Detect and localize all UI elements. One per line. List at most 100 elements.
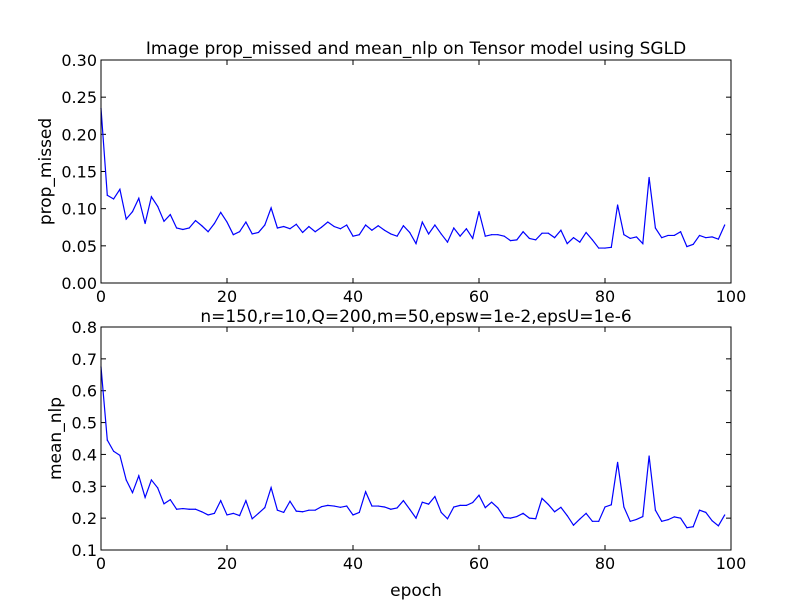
prop-missed-y-tick-label: 0.10 xyxy=(61,200,97,219)
prop-missed-data-point xyxy=(289,228,291,230)
mean-nlp-data-point xyxy=(692,526,694,528)
prop-missed-data-point xyxy=(572,237,575,239)
mean-nlp-data-point xyxy=(635,518,638,521)
mean-nlp-data-point xyxy=(257,512,260,514)
mean-nlp-data-point xyxy=(302,511,304,513)
prop-missed-data-point xyxy=(509,240,512,242)
mean-nlp-series-line xyxy=(100,366,726,529)
prop-missed-data-point xyxy=(554,237,556,239)
mean-nlp-data-point xyxy=(547,503,549,506)
mean-nlp-data-point xyxy=(314,509,316,511)
prop-missed-data-point xyxy=(327,221,329,223)
mean-nlp-data-point xyxy=(528,517,531,519)
prop-missed-data-point xyxy=(239,231,241,233)
prop-missed-data-point xyxy=(207,231,209,233)
mean-nlp-title: n=150,r=10,Q=200,m=50,epsw=1e-2,epsU=1e-… xyxy=(200,307,631,327)
mean-nlp-data-point xyxy=(453,506,455,508)
mean-nlp-data-point xyxy=(491,501,493,503)
mean-nlp-data-point xyxy=(131,492,134,494)
prop-missed-y-tick-label: 0.25 xyxy=(61,88,97,107)
mean-nlp-data-point xyxy=(648,455,650,457)
prop-missed-data-point xyxy=(598,247,600,249)
mean-nlp-data-point xyxy=(642,515,644,518)
mean-nlp-data-point xyxy=(585,512,587,514)
prop-missed-data-point xyxy=(522,231,524,233)
mean-nlp-data-point xyxy=(150,479,152,481)
mean-nlp-data-point xyxy=(320,506,323,508)
prop-missed-data-point xyxy=(635,236,638,238)
prop-missed-data-point xyxy=(150,196,152,198)
mean-nlp-data-point xyxy=(138,475,140,477)
prop-missed-data-point xyxy=(276,227,278,229)
mean-nlp-y-axis-label: mean_nlp xyxy=(46,397,66,480)
prop-missed-data-point xyxy=(604,247,606,249)
prop-missed-data-point xyxy=(220,211,222,213)
prop-missed-y-tick-label: 0.00 xyxy=(61,274,97,293)
prop-missed-data-point xyxy=(617,204,619,206)
mean-nlp-y-tick-label: 0.7 xyxy=(72,350,97,369)
mean-nlp-data-point xyxy=(245,500,247,502)
mean-nlp-data-point xyxy=(201,511,203,513)
mean-nlp-data-point xyxy=(617,461,619,463)
mean-nlp-data-point xyxy=(220,500,222,502)
mean-nlp-data-point xyxy=(497,507,499,509)
mean-nlp-data-point xyxy=(390,508,392,510)
mean-nlp-data-point xyxy=(119,454,121,456)
prop-missed-x-tick-label: 60 xyxy=(469,287,489,306)
mean-nlp-data-point xyxy=(610,504,612,506)
mean-nlp-data-point xyxy=(106,439,108,441)
mean-nlp-data-point xyxy=(465,504,467,506)
prop-missed-data-point xyxy=(453,227,455,229)
mean-nlp-data-point xyxy=(554,511,556,513)
prop-missed-data-point xyxy=(106,194,108,196)
prop-missed-data-point xyxy=(232,234,234,236)
prop-missed-data-point xyxy=(642,243,644,245)
mean-nlp-data-point xyxy=(686,527,688,529)
prop-missed-y-axis-label: prop_missed xyxy=(36,118,56,225)
prop-missed-data-point xyxy=(371,229,373,231)
prop-missed-axes-border xyxy=(100,59,732,284)
prop-missed-data-point xyxy=(680,231,682,233)
mean-nlp-data-point xyxy=(415,517,417,519)
mean-nlp-data-point xyxy=(283,511,285,514)
prop-missed-data-point xyxy=(610,246,612,248)
prop-missed-title: Image prop_missed and mean_nlp on Tensor… xyxy=(146,39,686,59)
mean-nlp-x-tick-label: 40 xyxy=(343,554,363,573)
mean-nlp-data-point xyxy=(711,520,713,522)
mean-nlp-x-tick-label: 80 xyxy=(595,554,615,573)
prop-missed-data-point xyxy=(119,188,121,190)
prop-missed-data-point xyxy=(213,222,215,225)
mean-nlp-data-point xyxy=(598,520,600,522)
prop-missed-data-point xyxy=(169,214,171,216)
mean-nlp-data-point xyxy=(623,506,625,508)
mean-nlp-data-point xyxy=(182,507,184,510)
prop-missed-data-point xyxy=(667,234,669,237)
mean-nlp-data-point xyxy=(698,509,701,511)
prop-missed-data-point xyxy=(157,205,159,208)
prop-missed-data-point xyxy=(131,211,134,213)
prop-missed-data-point xyxy=(421,221,423,223)
mean-nlp-data-point xyxy=(472,501,474,504)
prop-missed-data-point xyxy=(365,224,367,226)
prop-missed-plot: Image prop_missed and mean_nlp on Tensor… xyxy=(36,39,746,306)
mean-nlp-y-tick-label: 0.4 xyxy=(72,445,97,464)
mean-nlp-data-point xyxy=(629,520,631,522)
prop-missed-data-point xyxy=(686,245,688,248)
prop-missed-data-point xyxy=(125,218,127,220)
mean-nlp-data-point xyxy=(327,504,329,506)
prop-missed-data-point xyxy=(566,243,568,245)
mean-nlp-data-point xyxy=(591,520,594,522)
mean-nlp-data-point xyxy=(503,516,505,519)
prop-missed-data-point xyxy=(358,234,360,236)
prop-missed-data-point xyxy=(692,243,694,245)
prop-missed-data-point xyxy=(661,237,663,239)
mean-nlp-data-point xyxy=(144,496,146,499)
prop-missed-data-point xyxy=(673,234,675,237)
mean-nlp-data-point xyxy=(516,515,518,518)
mean-nlp-data-point xyxy=(402,500,404,502)
mean-nlp-data-point xyxy=(680,517,682,519)
mean-nlp-y-tick-label: 0.3 xyxy=(72,477,97,496)
mean-nlp-data-point xyxy=(560,506,562,508)
prop-missed-data-point xyxy=(497,234,499,236)
